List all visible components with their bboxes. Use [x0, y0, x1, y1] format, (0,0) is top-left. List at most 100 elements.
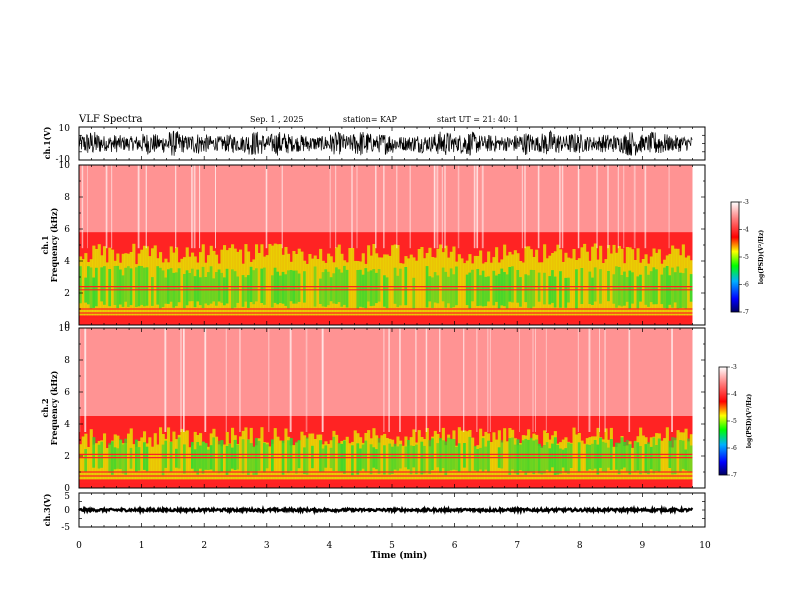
spec-green-cell	[543, 272, 547, 305]
spec-yellow-cell	[492, 432, 496, 481]
ch1-colorbar-gradient	[730, 201, 740, 313]
spec-green-cell	[436, 443, 440, 468]
spec-green-cell	[217, 269, 221, 302]
spec-yellow-cell	[660, 440, 664, 481]
spec-green-cell	[684, 268, 688, 309]
ch1-ytick-4: 4	[64, 257, 70, 267]
spec-green-cell	[545, 442, 549, 470]
x-axis-label: Time (min)	[371, 550, 428, 561]
x-tick-label-6: 6	[452, 541, 458, 551]
ch3-waveform-line	[78, 504, 694, 516]
spec-green-cell	[535, 439, 539, 471]
spec-green-cell	[319, 440, 323, 472]
spec-streak	[265, 165, 268, 249]
ch1-waveform-panel: 10 -10 ch.1(V)	[42, 124, 706, 165]
spec-green-cell	[359, 448, 363, 471]
spec-streak	[415, 328, 417, 432]
ch2-ytick-0: 0	[64, 484, 70, 494]
spec-streak	[111, 165, 113, 249]
spec-yellow-cell	[97, 244, 101, 316]
spec-streak	[476, 165, 479, 249]
spec-green-cell	[220, 440, 224, 472]
spec-green-cell	[471, 269, 475, 302]
spec-streak	[559, 165, 561, 249]
spec-streak	[532, 328, 534, 432]
spec-green-cell	[345, 269, 349, 308]
spec-green-cell	[289, 270, 293, 302]
spec-streak	[489, 328, 491, 432]
spec-streak	[433, 165, 436, 249]
spec-yellow-cell	[345, 436, 349, 481]
spec-green-cell	[207, 272, 211, 306]
spec-streak	[439, 328, 441, 432]
spec-green-cell	[484, 276, 488, 307]
spec-green-cell	[364, 268, 368, 309]
spec-green-cell	[617, 442, 621, 475]
spec-streak	[383, 328, 385, 432]
spec-green-cell	[183, 274, 187, 309]
spec-streak	[524, 165, 526, 249]
spec-green-cell	[383, 275, 387, 307]
spec-streak	[481, 165, 484, 249]
spec-green-cell	[121, 444, 125, 474]
spec-green-cell	[569, 443, 573, 468]
spec-yellow-cell	[87, 447, 91, 481]
spec-no-data	[692, 328, 705, 488]
spec-green-cell	[540, 446, 544, 475]
spec-green-cell	[372, 269, 376, 306]
spec-green-cell	[161, 270, 165, 307]
spec-green-cell	[191, 442, 195, 469]
spec-green-cell	[428, 440, 432, 474]
spec-green-cell	[492, 270, 496, 306]
spec-yellow-cell	[415, 260, 419, 316]
spec-green-cell	[199, 277, 203, 306]
spec-streak	[521, 165, 523, 249]
spec-yellow-cell	[353, 430, 357, 481]
spec-streak	[268, 328, 270, 432]
spec-streak	[383, 165, 385, 249]
spec-green-cell	[468, 272, 472, 309]
spec-yellow-cell	[268, 446, 272, 481]
colorbar-tick-label: -5	[743, 254, 749, 261]
spec-green-cell	[593, 267, 597, 302]
spec-yellow-cell	[633, 260, 637, 316]
spec-green-cell	[679, 440, 683, 473]
spec-yellow-cell	[327, 444, 331, 481]
spec-green-cell	[177, 437, 181, 469]
spec-green-cell	[193, 276, 197, 308]
spec-yellow-cell	[239, 436, 243, 481]
spec-green-cell	[297, 273, 301, 302]
colorbar-tick-label: -3	[743, 199, 749, 206]
spec-streak	[444, 165, 446, 249]
date-label: Sep. 1 , 2025	[250, 115, 304, 124]
spec-streak	[545, 328, 547, 432]
spec-streak	[175, 165, 177, 249]
spec-green-cell	[524, 274, 528, 303]
spec-green-cell	[524, 438, 528, 475]
colorbar-tick-label: -7	[743, 309, 749, 316]
spec-yellow-cell	[228, 247, 232, 316]
spec-yellow-cell	[105, 262, 109, 316]
spec-green-cell	[257, 440, 261, 471]
spec-green-cell	[209, 266, 213, 304]
spec-green-cell	[103, 266, 107, 305]
spec-green-cell	[87, 266, 91, 305]
ch3-ytick-top: 5	[64, 492, 70, 502]
x-tick-label-9: 9	[640, 541, 646, 551]
spec-green-cell	[273, 267, 277, 303]
ch3-waveform-ylabel: ch.3(V)	[42, 493, 52, 526]
spec-yellow-cell	[609, 253, 613, 316]
spec-yellow-cell	[353, 260, 357, 316]
spec-streak	[305, 328, 308, 432]
ch3-ytick-zero: 0	[64, 506, 70, 516]
x-tick-label-0: 0	[76, 541, 82, 551]
spec-green-cell	[519, 277, 523, 307]
spec-green-cell	[79, 266, 83, 304]
spec-yellow-cell	[495, 439, 499, 481]
spec-green-cell	[631, 272, 635, 304]
spec-green-cell	[620, 437, 624, 470]
spec-green-cell	[620, 275, 624, 307]
spec-green-cell	[396, 275, 400, 307]
spec-green-cell	[495, 275, 499, 302]
spec-green-cell	[521, 440, 525, 472]
